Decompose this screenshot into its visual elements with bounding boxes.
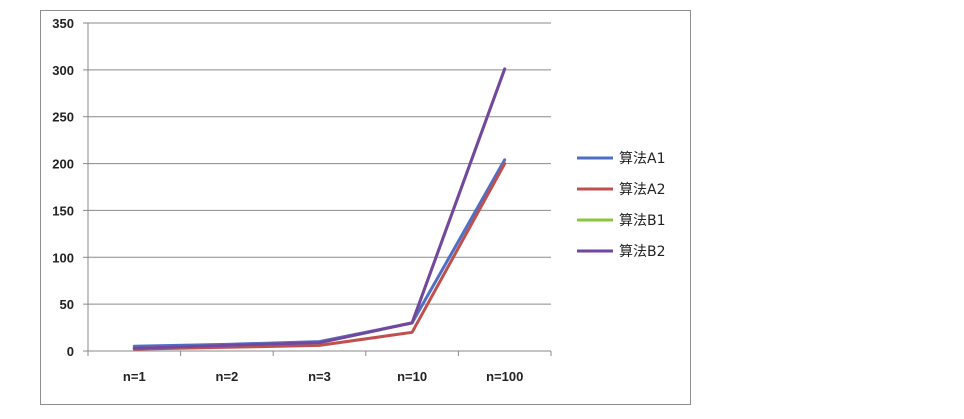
y-tick-label: 300 — [52, 63, 74, 78]
gridlines — [88, 22, 551, 305]
y-axis-ticks: 0 50 100 150 200 250 300 350 — [52, 16, 88, 359]
legend-label: 算法B2 — [619, 244, 666, 260]
x-tick-label: n=3 — [308, 369, 331, 384]
y-tick-label: 250 — [52, 110, 74, 125]
legend-label: 算法B1 — [619, 213, 666, 229]
y-tick-label: 200 — [52, 157, 74, 172]
legend-label: 算法A1 — [619, 151, 665, 167]
y-tick-label: 100 — [52, 250, 74, 265]
series-line-3 — [132, 67, 507, 350]
series-line-4 — [132, 67, 507, 350]
x-tick-label: n=100 — [486, 369, 523, 384]
axes — [87, 23, 551, 352]
y-tick-label: 150 — [52, 203, 74, 218]
x-tick-label: n=10 — [397, 369, 427, 384]
series-line-2 — [132, 162, 507, 351]
x-axis-ticks: n=1 n=2 n=3 n=10 n=100 — [87, 351, 552, 384]
y-tick-label: 350 — [52, 16, 74, 31]
legend: 算法A1 算法A2 算法B1 算法B2 — [577, 151, 666, 260]
series-line-1 — [132, 158, 507, 348]
legend-label: 算法A2 — [619, 182, 665, 198]
y-tick-label: 50 — [60, 297, 74, 312]
y-tick-label: 0 — [67, 344, 74, 359]
series-lines — [132, 67, 507, 351]
x-tick-label: n=2 — [216, 369, 239, 384]
x-tick-label: n=1 — [123, 369, 146, 384]
